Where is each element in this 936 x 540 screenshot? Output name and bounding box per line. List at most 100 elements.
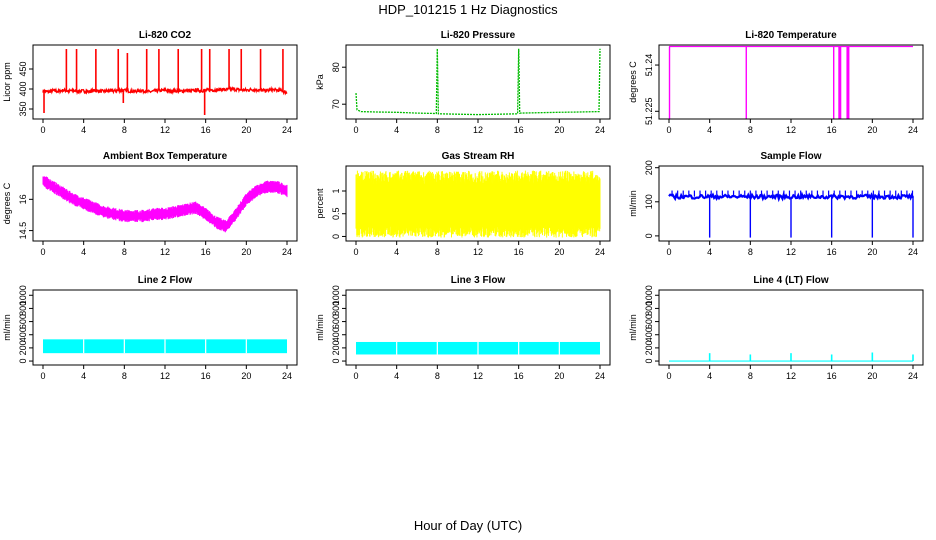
plot-frame (32, 44, 298, 120)
x-tick-label: 16 (827, 247, 837, 257)
panel-title: Line 3 Flow (451, 275, 506, 286)
panel-title: Li-820 Temperature (745, 30, 837, 41)
y-tick-label: 80 (331, 62, 341, 72)
x-tick-label: 8 (122, 125, 127, 135)
data-layer (355, 170, 601, 238)
x-tick-label: 24 (595, 371, 605, 381)
y-tick-label: 350 (18, 101, 28, 116)
y-axis-label: kPa (315, 74, 325, 90)
x-tick-label: 20 (241, 247, 251, 257)
x-tick-label: 12 (786, 371, 796, 381)
x-tick-label: 16 (201, 247, 211, 257)
data-layer (42, 176, 288, 233)
x-tick-label: 4 (707, 247, 712, 257)
x-tick-label: 12 (160, 247, 170, 257)
x-tick-label: 20 (241, 371, 251, 381)
x-tick-label: 0 (40, 371, 45, 381)
panel-9: Line 4 (LT) Flow ml/min 0 4 8 12 16 20 24 0 200400… (628, 275, 924, 381)
y-tick-label: 200 (18, 340, 28, 355)
x-tick-label: 24 (282, 247, 292, 257)
panel-title: Line 2 Flow (138, 275, 193, 286)
y-tick-label: 0.5 (331, 207, 341, 220)
x-tick-label: 0 (666, 371, 671, 381)
y-tick-label: 200 (331, 340, 341, 355)
x-tick-label: 16 (201, 371, 211, 381)
x-tick-label: 16 (827, 125, 837, 135)
x-tick-label: 12 (473, 371, 483, 381)
y-tick-label: 400 (644, 327, 654, 342)
x-tick-label: 20 (554, 371, 564, 381)
x-tick-label: 20 (867, 247, 877, 257)
figure-title: HDP_101215 1 Hz Diagnostics (378, 2, 558, 17)
x-tick-label: 24 (908, 371, 918, 381)
x-tick-label: 24 (595, 247, 605, 257)
panel-3: Li-820 Temperature degrees C 0 4 8 12 16 20 24 51… (628, 30, 924, 135)
panel-6: Sample Flow ml/min 0 4 8 12 16 20 24 0 100 200 (628, 151, 924, 257)
data-layer (669, 352, 914, 362)
y-tick-label: 51.225 (644, 98, 654, 126)
y-axis-label: percent (315, 188, 325, 219)
x-tick-label: 12 (473, 247, 483, 257)
y-tick-label: 0 (331, 234, 341, 239)
x-tick-label: 4 (81, 371, 86, 381)
x-tick-label: 16 (514, 371, 524, 381)
x-tick-label: 4 (81, 247, 86, 257)
x-tick-label: 8 (748, 247, 753, 257)
x-tick-label: 4 (707, 371, 712, 381)
x-tick-label: 4 (394, 125, 399, 135)
data-layer (668, 190, 914, 238)
y-axis-label: ml/min (2, 314, 12, 341)
panel-4: Ambient Box Temperature degrees C 0 4 8 12 16 2… (2, 151, 298, 257)
x-tick-label: 8 (435, 371, 440, 381)
x-tick-label: 24 (282, 125, 292, 135)
plot-frame (32, 289, 298, 366)
y-tick-label: 1000 (644, 285, 654, 305)
y-tick-label: 100 (644, 194, 654, 209)
panel-title: Sample Flow (760, 151, 821, 162)
x-tick-label: 0 (353, 125, 358, 135)
y-tick-label: 600 (644, 314, 654, 329)
data-layer (355, 48, 601, 116)
y-axis-label: ml/min (628, 190, 638, 217)
series-line (42, 85, 288, 96)
y-tick-label: 800 (331, 301, 341, 316)
x-tick-label: 4 (81, 125, 86, 135)
x-tick-label: 8 (748, 125, 753, 135)
y-tick-label: 14.5 (18, 222, 28, 240)
y-tick-label: 600 (331, 314, 341, 329)
x-tick-label: 12 (786, 247, 796, 257)
panel-1: Li-820 CO2 Licor ppm 0 4 8 12 16 20 24 350 400 450 (2, 30, 298, 135)
data-layer (42, 49, 288, 115)
x-tick-label: 16 (514, 247, 524, 257)
x-tick-label: 0 (666, 125, 671, 135)
x-tick-label: 8 (748, 371, 753, 381)
x-tick-label: 0 (40, 125, 45, 135)
y-axis-label: ml/min (628, 314, 638, 341)
data-layer (668, 45, 913, 119)
series-line (355, 48, 601, 116)
x-tick-label: 8 (122, 371, 127, 381)
y-tick-label: 1 (331, 188, 341, 193)
plot-frame (345, 44, 611, 120)
y-tick-label: 400 (18, 81, 28, 96)
x-tick-label: 4 (707, 125, 712, 135)
panel-title: Gas Stream RH (442, 151, 515, 162)
x-tick-label: 0 (40, 247, 45, 257)
panel-title: Line 4 (LT) Flow (753, 275, 829, 286)
data-layer (43, 339, 287, 354)
y-tick-label: 800 (644, 301, 654, 316)
x-tick-label: 0 (353, 247, 358, 257)
panel-2: Li-820 Pressure kPa 0 4 8 12 16 20 24 70 80 (315, 30, 611, 135)
plot-frame (658, 44, 924, 120)
y-tick-label: 70 (331, 99, 341, 109)
y-tick-label: 0 (18, 359, 28, 364)
x-tick-label: 12 (786, 125, 796, 135)
x-tick-label: 20 (554, 247, 564, 257)
y-tick-label: 600 (18, 314, 28, 329)
x-tick-label: 24 (908, 125, 918, 135)
x-tick-label: 16 (201, 125, 211, 135)
panel-7: Line 2 Flow ml/min 0 4 8 12 16 20 24 0 20040060080… (2, 275, 298, 381)
panel-title: Ambient Box Temperature (103, 151, 228, 162)
x-tick-label: 8 (435, 125, 440, 135)
